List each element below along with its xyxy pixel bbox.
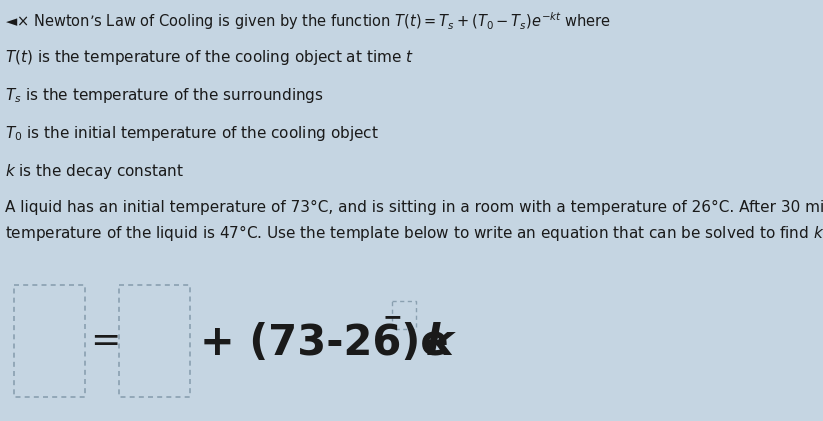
Text: $T_0$ is the initial temperature of the cooling object: $T_0$ is the initial temperature of the … xyxy=(6,124,379,143)
Text: $k$ is the decay constant: $k$ is the decay constant xyxy=(6,162,184,181)
Text: k: k xyxy=(425,322,453,364)
Text: ◄× Newton’s Law of Cooling is given by the function $T(t) = T_s + (T_0 - T_s)e^{: ◄× Newton’s Law of Cooling is given by t… xyxy=(6,10,611,32)
Text: + (73-26)e: + (73-26)e xyxy=(200,322,449,364)
Bar xyxy=(119,285,190,397)
Text: =: = xyxy=(90,324,120,358)
Bar xyxy=(13,285,85,397)
Text: $T_s$ is the temperature of the surroundings: $T_s$ is the temperature of the surround… xyxy=(6,86,324,105)
Text: $T(t)$ is the temperature of the cooling object at time $t$: $T(t)$ is the temperature of the cooling… xyxy=(6,48,414,67)
Bar xyxy=(392,301,416,329)
Text: A liquid has an initial temperature of 73°C, and is sitting in a room with a tem: A liquid has an initial temperature of 7… xyxy=(6,200,823,243)
Text: −: − xyxy=(383,305,402,329)
